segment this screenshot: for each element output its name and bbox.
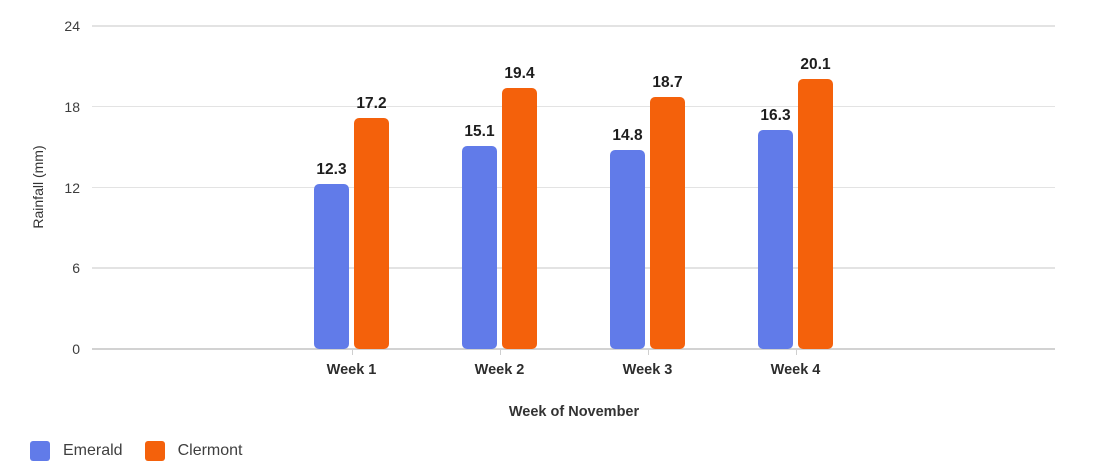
x-axis-tick xyxy=(647,349,649,355)
bar-group-week-4: 16.3 20.1 Week 4 xyxy=(758,56,833,378)
x-axis-category-label-week-4: Week 4 xyxy=(770,362,821,378)
bar-value-label: 20.1 xyxy=(800,55,831,73)
x-axis-tick xyxy=(499,349,501,355)
bar-emerald-week-3[interactable] xyxy=(610,149,645,349)
bar-groups: 12.3 17.2 Week 1 15.1 19.4 Week 2 14.8 18.7 Week… xyxy=(92,26,1055,378)
bar-emerald-week-4[interactable] xyxy=(758,129,793,349)
x-axis-category-label-week-1: Week 1 xyxy=(326,362,377,378)
bar-value-label: 19.4 xyxy=(504,64,535,82)
bar-emerald-week-2[interactable] xyxy=(462,145,497,349)
bar-value-label: 18.7 xyxy=(652,74,683,92)
bar-emerald-week-1[interactable] xyxy=(314,183,349,349)
bar-value-label: 12.3 xyxy=(316,160,347,178)
gridline-12 xyxy=(92,186,1055,188)
legend-item-emerald[interactable]: Emerald xyxy=(30,441,123,461)
bar-col-emerald-week-4: 16.3 xyxy=(758,107,793,349)
bar-value-label: 16.3 xyxy=(760,106,791,124)
legend: Emerald Clermont xyxy=(30,441,242,461)
bar-value-label: 17.2 xyxy=(356,94,387,112)
x-axis-tick xyxy=(795,349,797,355)
y-axis-tick-label-24: 24 xyxy=(64,18,80,34)
x-axis-baseline xyxy=(92,348,1055,350)
bar-group-week-2: 15.1 19.4 Week 2 xyxy=(462,65,537,378)
bar-col-clermont-week-4: 20.1 xyxy=(798,56,833,349)
y-axis-tick-label-0: 0 xyxy=(72,341,80,357)
bar-clermont-week-1[interactable] xyxy=(354,117,389,349)
bar-group-week-3: 14.8 18.7 Week 3 xyxy=(610,74,685,378)
bar-clermont-week-2[interactable] xyxy=(502,87,537,349)
y-axis-tick-label-18: 18 xyxy=(64,98,80,115)
x-axis-category-label-week-2: Week 2 xyxy=(474,362,525,378)
bar-col-clermont-week-1: 17.2 xyxy=(354,95,389,349)
x-axis-category-label-week-3: Week 3 xyxy=(622,362,673,378)
legend-swatch-clermont xyxy=(144,441,165,461)
y-axis-tick-label-12: 12 xyxy=(64,179,80,196)
x-axis-title: Week of November xyxy=(508,404,640,420)
bar-value-label: 15.1 xyxy=(464,122,495,140)
bar-value-label: 14.8 xyxy=(612,126,643,144)
gridline-18 xyxy=(92,105,1055,108)
bar-col-emerald-week-3: 14.8 xyxy=(610,127,645,349)
legend-item-clermont[interactable]: Clermont xyxy=(144,441,243,461)
bar-col-emerald-week-1: 12.3 xyxy=(314,161,349,349)
gridline-24 xyxy=(92,25,1055,27)
legend-label-emerald: Emerald xyxy=(63,442,123,459)
y-axis-tick-label-6: 6 xyxy=(72,260,80,277)
bar-col-clermont-week-3: 18.7 xyxy=(650,74,685,349)
bar-clermont-week-3[interactable] xyxy=(650,97,685,349)
legend-swatch-emerald xyxy=(30,441,50,461)
legend-label-clermont: Clermont xyxy=(177,442,243,459)
gridline-6 xyxy=(92,267,1055,269)
bar-col-emerald-week-2: 15.1 xyxy=(462,123,497,349)
bar-col-clermont-week-2: 19.4 xyxy=(502,65,537,349)
bar-group-week-1: 12.3 17.2 Week 1 xyxy=(314,95,389,378)
bar-clermont-week-4[interactable] xyxy=(798,78,833,349)
x-axis-tick xyxy=(351,349,353,355)
